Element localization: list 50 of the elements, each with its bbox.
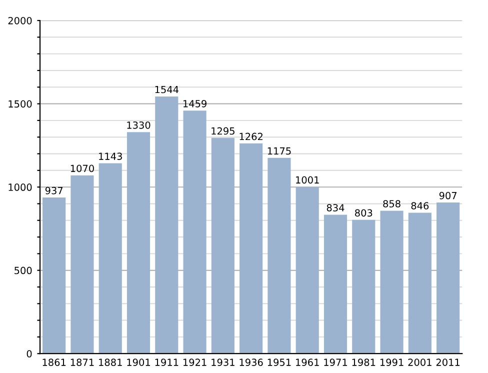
data-label: 1175 bbox=[268, 147, 291, 155]
bar bbox=[268, 158, 291, 354]
data-label: 1070 bbox=[70, 164, 94, 172]
x-tick-label: 1911 bbox=[155, 358, 178, 366]
data-label: 1295 bbox=[212, 127, 234, 135]
x-tick-label: 1971 bbox=[324, 358, 347, 366]
bar bbox=[155, 96, 178, 354]
bar bbox=[408, 212, 432, 354]
y-tick-label: 1000 bbox=[8, 184, 32, 191]
x-tick-label: 1936 bbox=[240, 358, 263, 366]
x-tick-label: 1861 bbox=[42, 358, 66, 366]
bar bbox=[183, 110, 206, 354]
bar bbox=[296, 186, 319, 354]
y-tick-label: 0 bbox=[26, 350, 32, 358]
x-tick-label: 2011 bbox=[436, 358, 460, 366]
bar bbox=[211, 138, 234, 354]
data-label: 1262 bbox=[240, 132, 262, 140]
x-tick-label: 1881 bbox=[99, 358, 122, 366]
bar bbox=[436, 202, 460, 354]
data-label: 1001 bbox=[296, 176, 319, 184]
x-tick-label: 1871 bbox=[70, 358, 94, 366]
data-label: 907 bbox=[439, 192, 457, 200]
bar bbox=[98, 163, 122, 354]
x-tick-label: 1991 bbox=[380, 358, 404, 366]
y-tick-label: 500 bbox=[14, 266, 32, 274]
bar bbox=[324, 214, 348, 354]
x-tick-label: 1901 bbox=[127, 358, 150, 366]
bar bbox=[70, 175, 94, 354]
bar bbox=[126, 132, 150, 354]
data-label: 937 bbox=[45, 186, 63, 194]
bar bbox=[352, 220, 376, 354]
data-label: 858 bbox=[383, 200, 400, 208]
data-label: 803 bbox=[355, 209, 372, 217]
x-tick-label: 1981 bbox=[352, 358, 376, 366]
x-tick-label: 1961 bbox=[296, 358, 319, 366]
bar bbox=[380, 210, 404, 354]
y-tick-label: 2000 bbox=[8, 16, 32, 24]
data-label: 846 bbox=[411, 202, 429, 210]
data-label: 1143 bbox=[99, 152, 122, 160]
data-label: 1544 bbox=[155, 86, 178, 94]
x-tick-label: 1921 bbox=[183, 358, 206, 366]
bar bbox=[240, 143, 263, 354]
x-tick-label: 1951 bbox=[268, 358, 291, 366]
data-label: 1459 bbox=[183, 100, 206, 108]
data-label: 834 bbox=[326, 204, 344, 212]
y-tick-label: 1500 bbox=[8, 100, 32, 108]
data-label: 1330 bbox=[127, 121, 150, 129]
x-tick-label: 1931 bbox=[212, 358, 234, 366]
bar bbox=[42, 198, 66, 354]
x-tick-label: 2001 bbox=[408, 358, 432, 366]
